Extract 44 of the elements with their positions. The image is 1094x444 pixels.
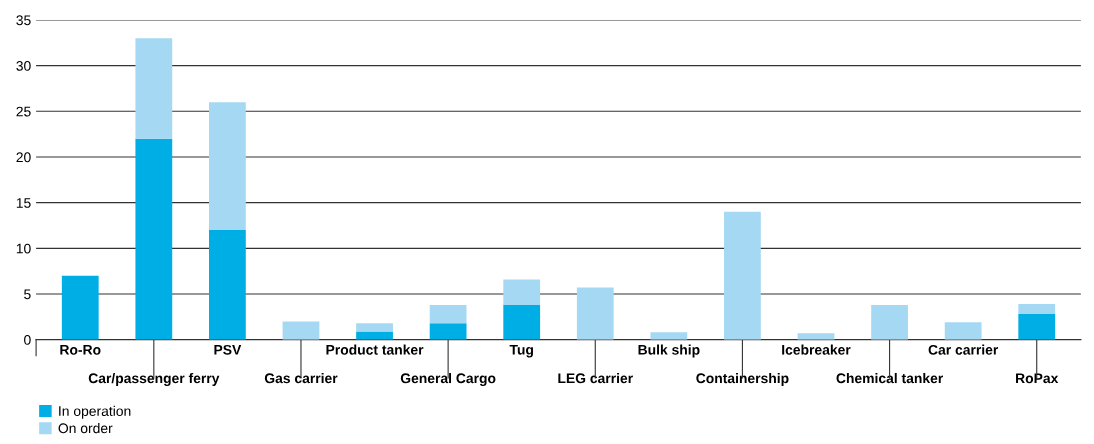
x-tick-label: Gas carrier (264, 372, 338, 384)
bar (503, 279, 541, 305)
bar (724, 211, 761, 340)
x-tick-label: Product tanker (326, 344, 424, 355)
bar (1018, 314, 1056, 340)
x-tick-label: Icebreaker (782, 344, 851, 355)
y-tick-label: 10 (16, 243, 31, 254)
bar (356, 323, 393, 332)
x-tick-label: PSV (214, 344, 242, 355)
bar (209, 230, 246, 340)
x-tick-label: Chemical tanker (836, 372, 944, 384)
y-tick-label: 5 (24, 289, 31, 300)
x-tick-label: Ro-Ro (60, 345, 101, 355)
x-tick-label: General Cargo (400, 372, 496, 386)
bar (429, 323, 467, 340)
x-tick-label: Containership (696, 372, 789, 386)
bar (1018, 304, 1056, 315)
y-tick-label: 30 (16, 60, 31, 71)
legend-label: On order (58, 422, 113, 434)
bar (356, 331, 393, 340)
x-tick-label: Car carrier (928, 344, 999, 355)
bar (797, 333, 835, 340)
legend-label: In operation (59, 405, 131, 419)
y-tick-label: 20 (16, 152, 31, 163)
bar (135, 138, 173, 340)
bar (576, 287, 614, 340)
y-tick-label: 0 (24, 334, 31, 345)
y-tick-label: 15 (16, 198, 31, 208)
bar (871, 304, 908, 340)
y-tick-label: 25 (16, 106, 31, 117)
x-tick-label: Tug (509, 344, 533, 358)
x-tick-label: LEG carrier (558, 372, 633, 384)
bar (650, 332, 688, 340)
bar (944, 322, 982, 340)
bar (61, 275, 99, 340)
y-tick-label: 35 (16, 15, 31, 26)
bar (282, 321, 320, 340)
x-tick-label: Bulk ship (638, 344, 700, 358)
bar (135, 38, 173, 139)
x-tick-label: Car/passenger ferry (88, 372, 220, 386)
x-tick-label: RoPax (1016, 373, 1059, 384)
bar (503, 304, 541, 340)
bar (429, 304, 467, 324)
bar (209, 102, 246, 231)
